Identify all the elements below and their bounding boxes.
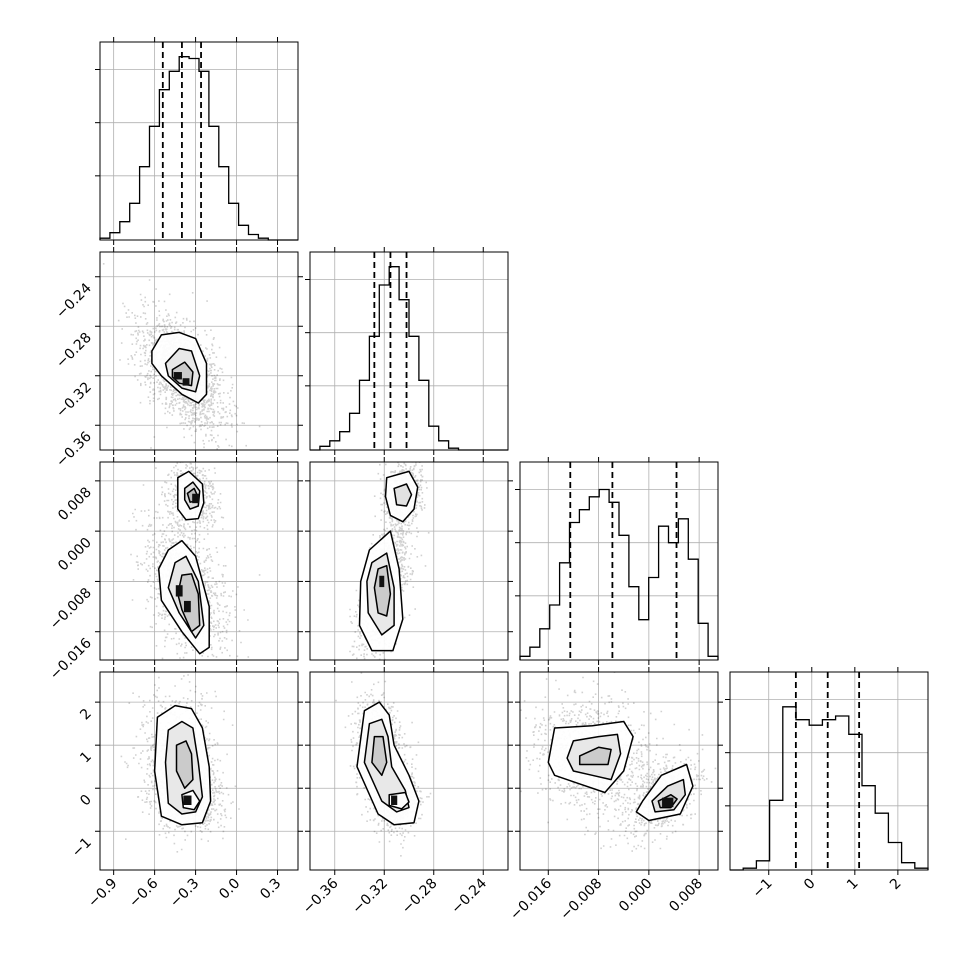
hist-panel-3: −1 0 1 2 [725,667,929,902]
scatter-panel-3-1: −0.36 −0.32 −0.28 −0.24 [300,667,513,918]
x-tick-label: 2 [887,876,905,894]
contour-level [373,564,392,617]
y-tick-label: 0 [77,792,95,810]
x-tick-label: −0.6 [126,875,161,910]
y-tick-label: 2 [77,706,95,724]
scatter-frame [309,461,509,661]
scatter-panel-2-0: −0.016−0.008 0.000 0.008 [47,457,303,683]
density-peak [379,575,385,588]
density-layer [335,672,432,857]
contour-level [578,746,612,766]
x-tick-label: −0.3 [167,876,202,911]
contour-level [371,735,388,777]
density-layer [520,672,717,852]
y-tick-label: −0.32 [53,379,95,421]
y-tick-label: 0.008 [55,484,95,524]
density-layer [349,462,430,660]
x-tick-label: −0.36 [300,875,342,917]
x-tick-label: −1 [750,876,776,902]
density-peak [183,795,192,806]
density-peak [182,378,190,386]
x-tick-label: −0.9 [85,876,120,911]
x-tick-label: 1 [844,876,862,894]
density-peak [175,585,183,597]
scatter-frame [99,251,299,451]
y-tick-label: −0.24 [53,280,95,322]
x-tick-label: 0.3 [257,876,284,903]
scatter-frame [519,671,719,871]
hist-panel-2 [515,457,719,665]
x-tick-label: −0.016 [507,875,555,923]
hist-frame [99,41,299,241]
density-peak [183,600,191,613]
density-peak [173,372,182,380]
y-tick-label: −0.28 [53,330,95,372]
hist-frame [729,671,929,871]
y-tick-label: 0.000 [55,535,95,575]
x-tick-label: −0.008 [557,876,605,924]
scatter-panel-3-2: −0.016 −0.008 0.000 0.008 [507,667,723,924]
density-layer [102,263,261,450]
sample-points [120,674,240,853]
density-layer [120,674,240,853]
histogram-step [99,56,298,241]
y-tick-label: −0.36 [53,429,95,471]
histogram-step [519,488,719,660]
x-tick-label: 0.0 [216,876,243,903]
y-tick-label: −0.008 [47,585,95,633]
hist-frame [309,251,509,451]
scatter-panel-2-1 [305,457,513,665]
hist-frame [519,461,719,661]
hist-panel-0 [95,37,299,245]
x-tick-label: −0.24 [448,875,490,917]
histogram-step [730,706,929,871]
scatter-panel-1-0: −0.36 −0.32 −0.28 −0.24 [53,247,303,471]
contour-level [393,483,413,507]
scatter-frame [99,461,299,661]
density-layer [128,462,261,660]
x-tick-label: −0.28 [399,876,441,918]
histogram-step [310,266,508,451]
density-peak [662,797,674,808]
contour-level [175,740,194,789]
x-tick-label: 0.008 [666,876,706,916]
x-tick-label: 0.000 [616,876,656,916]
y-tick-label: −1 [69,835,95,861]
y-tick-label: −0.016 [47,635,95,683]
x-tick-label: 0 [801,876,819,894]
hist-panel-1 [305,247,509,455]
density-peak [192,493,199,504]
scatter-frame [309,671,509,871]
y-tick-label: 1 [77,749,95,767]
scatter-frame [99,671,299,871]
density-peak [391,795,398,806]
scatter-panel-3-0: −0.9 −0.6 −0.3 0.0 0.3 −1 0 1 2 [69,667,303,911]
x-tick-label: −0.32 [349,876,391,918]
